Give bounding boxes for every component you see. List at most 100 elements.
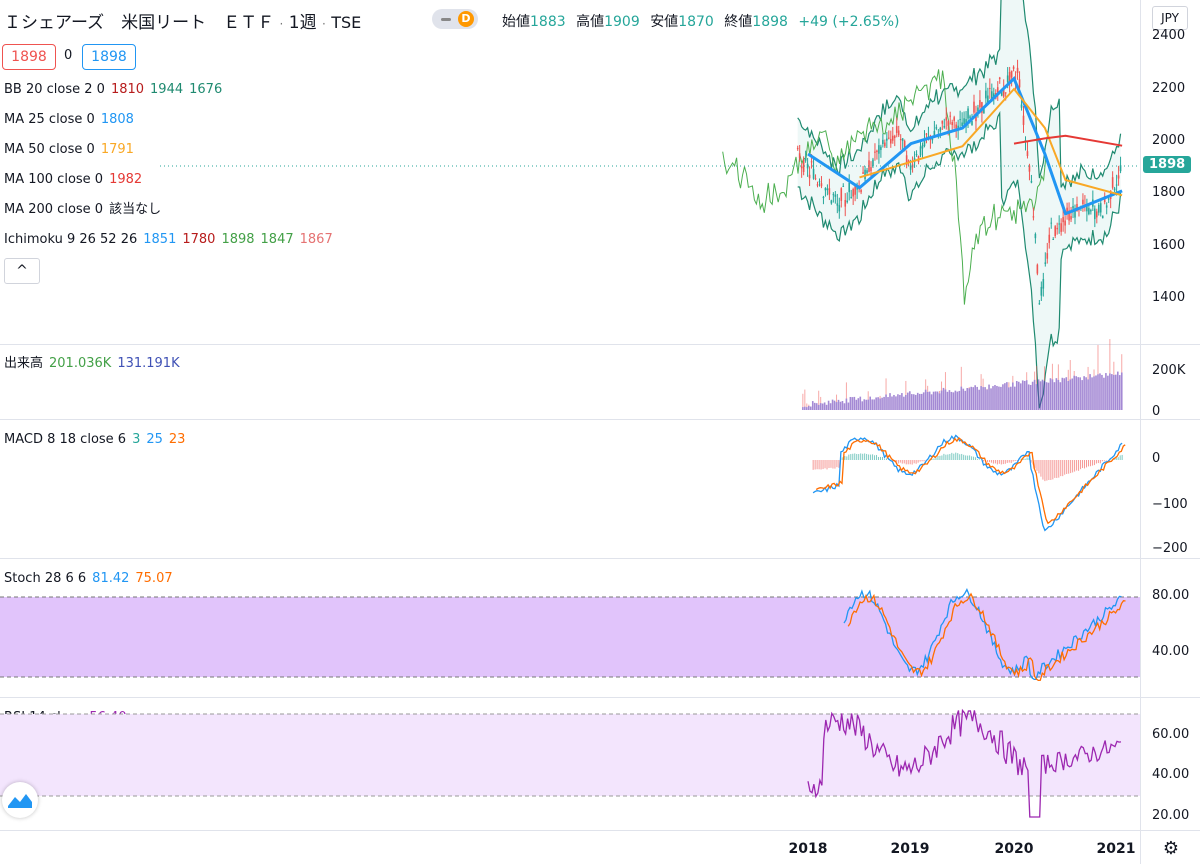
macd-histogram-bar [828,460,829,468]
volume-bar [1083,376,1085,410]
macd-histogram-bar [1042,460,1043,480]
volume-spike [1121,354,1122,372]
macd-histogram-bar [1015,460,1016,461]
volume-spike [1058,364,1059,380]
macd-histogram-bar [975,457,976,460]
volume-bar [955,391,957,410]
macd-histogram-bar [910,460,911,464]
macd-histogram-bar [1064,460,1065,475]
volume-bar [887,397,889,410]
volume-spike [820,397,821,403]
macd-histogram-bar [1104,460,1105,461]
candle-body [1114,188,1116,190]
candle-body [963,118,965,124]
candle-body [809,175,811,178]
macd-signal-line [816,438,1125,523]
macd-histogram-bar [999,460,1000,464]
volume-spike [1036,366,1037,384]
volume-bar [1050,378,1052,410]
bollinger-upper [798,0,1121,189]
macd-histogram-bar [819,460,820,469]
volume-bar [959,391,961,410]
candle-body [1035,234,1037,238]
volume-bar [939,393,941,410]
volume-bar [968,388,970,410]
macd-histogram-bar [1056,460,1057,478]
price-tick: 2000 [1152,133,1185,148]
volume-bar [1004,383,1006,410]
volume-bar [1020,383,1022,410]
volume-bar [1052,379,1054,410]
macd-tick: −100 [1152,497,1188,512]
volume-bar [1006,382,1008,410]
macd-histogram-bar [864,453,865,460]
candle-body [989,88,991,89]
volume-bar [1036,384,1038,410]
volume-bar [943,388,945,410]
candle-body [890,139,892,144]
volume-axis: 200K 0 [1140,344,1200,418]
macd-histogram-bar [914,460,915,463]
time-axis[interactable]: 2018 2019 2020 2021 [0,830,1200,865]
settings-gear-icon[interactable]: ⚙ [1160,838,1182,860]
candle-body [920,146,922,155]
volume-bar [1012,382,1014,410]
macd-histogram-bar [848,455,849,460]
macd-histogram-bar [943,454,944,460]
volume-spike [804,390,805,407]
volume-bar [869,397,871,410]
volume-spike [1097,345,1098,374]
macd-histogram-bar [815,460,816,469]
candle-body [846,201,848,203]
volume-bar [1087,379,1089,410]
chart-canvas[interactable] [0,0,1140,830]
volume-bar [856,400,858,410]
candle-body [967,108,969,118]
volume-bar [1099,373,1101,410]
macd-histogram-bar [973,457,974,460]
volume-spike [868,391,869,399]
candle-body [916,154,918,155]
macd-histogram-bar [977,459,978,460]
macd-tick: 0 [1152,451,1160,466]
volume-bar [919,394,921,410]
candle-body [1058,223,1060,224]
volume-bar [816,403,818,410]
candle-body [864,170,866,179]
candle-body [961,123,963,127]
tradingview-logo-icon[interactable] [2,782,38,818]
volume-bar [1069,379,1071,410]
macd-histogram-bar [868,454,869,460]
candle-body [1013,67,1015,69]
volume-spike [969,387,970,388]
candle-body [1027,151,1029,156]
candle-body [949,116,951,117]
volume-bar [962,389,964,410]
candle-body [797,148,799,149]
macd-histogram-bar [825,460,826,468]
time-tick: 2018 [789,841,828,857]
macd-histogram-bar [1005,460,1006,464]
candle-body [1094,209,1096,220]
volume-bar [964,391,966,410]
volume-bar [994,385,996,410]
volume-spike [836,395,837,402]
macd-histogram-bar [838,460,839,468]
macd-histogram-bar [846,456,847,460]
volume-bar [1121,372,1123,410]
macd-histogram-bar [1068,460,1069,474]
candle-body [896,126,898,133]
volume-bar [982,387,984,410]
macd-histogram-bar [971,456,972,460]
candle-body [821,183,823,186]
volume-spike [818,391,819,405]
volume-bar [897,394,899,410]
macd-histogram-bar [1100,460,1101,463]
volume-bar [838,400,840,410]
macd-histogram-bar [854,453,855,460]
candle-body [827,189,829,190]
macd-histogram-bar [1025,459,1026,460]
candle-body [1086,206,1088,211]
volume-spike [1074,371,1075,376]
volume-spike [1034,372,1035,380]
